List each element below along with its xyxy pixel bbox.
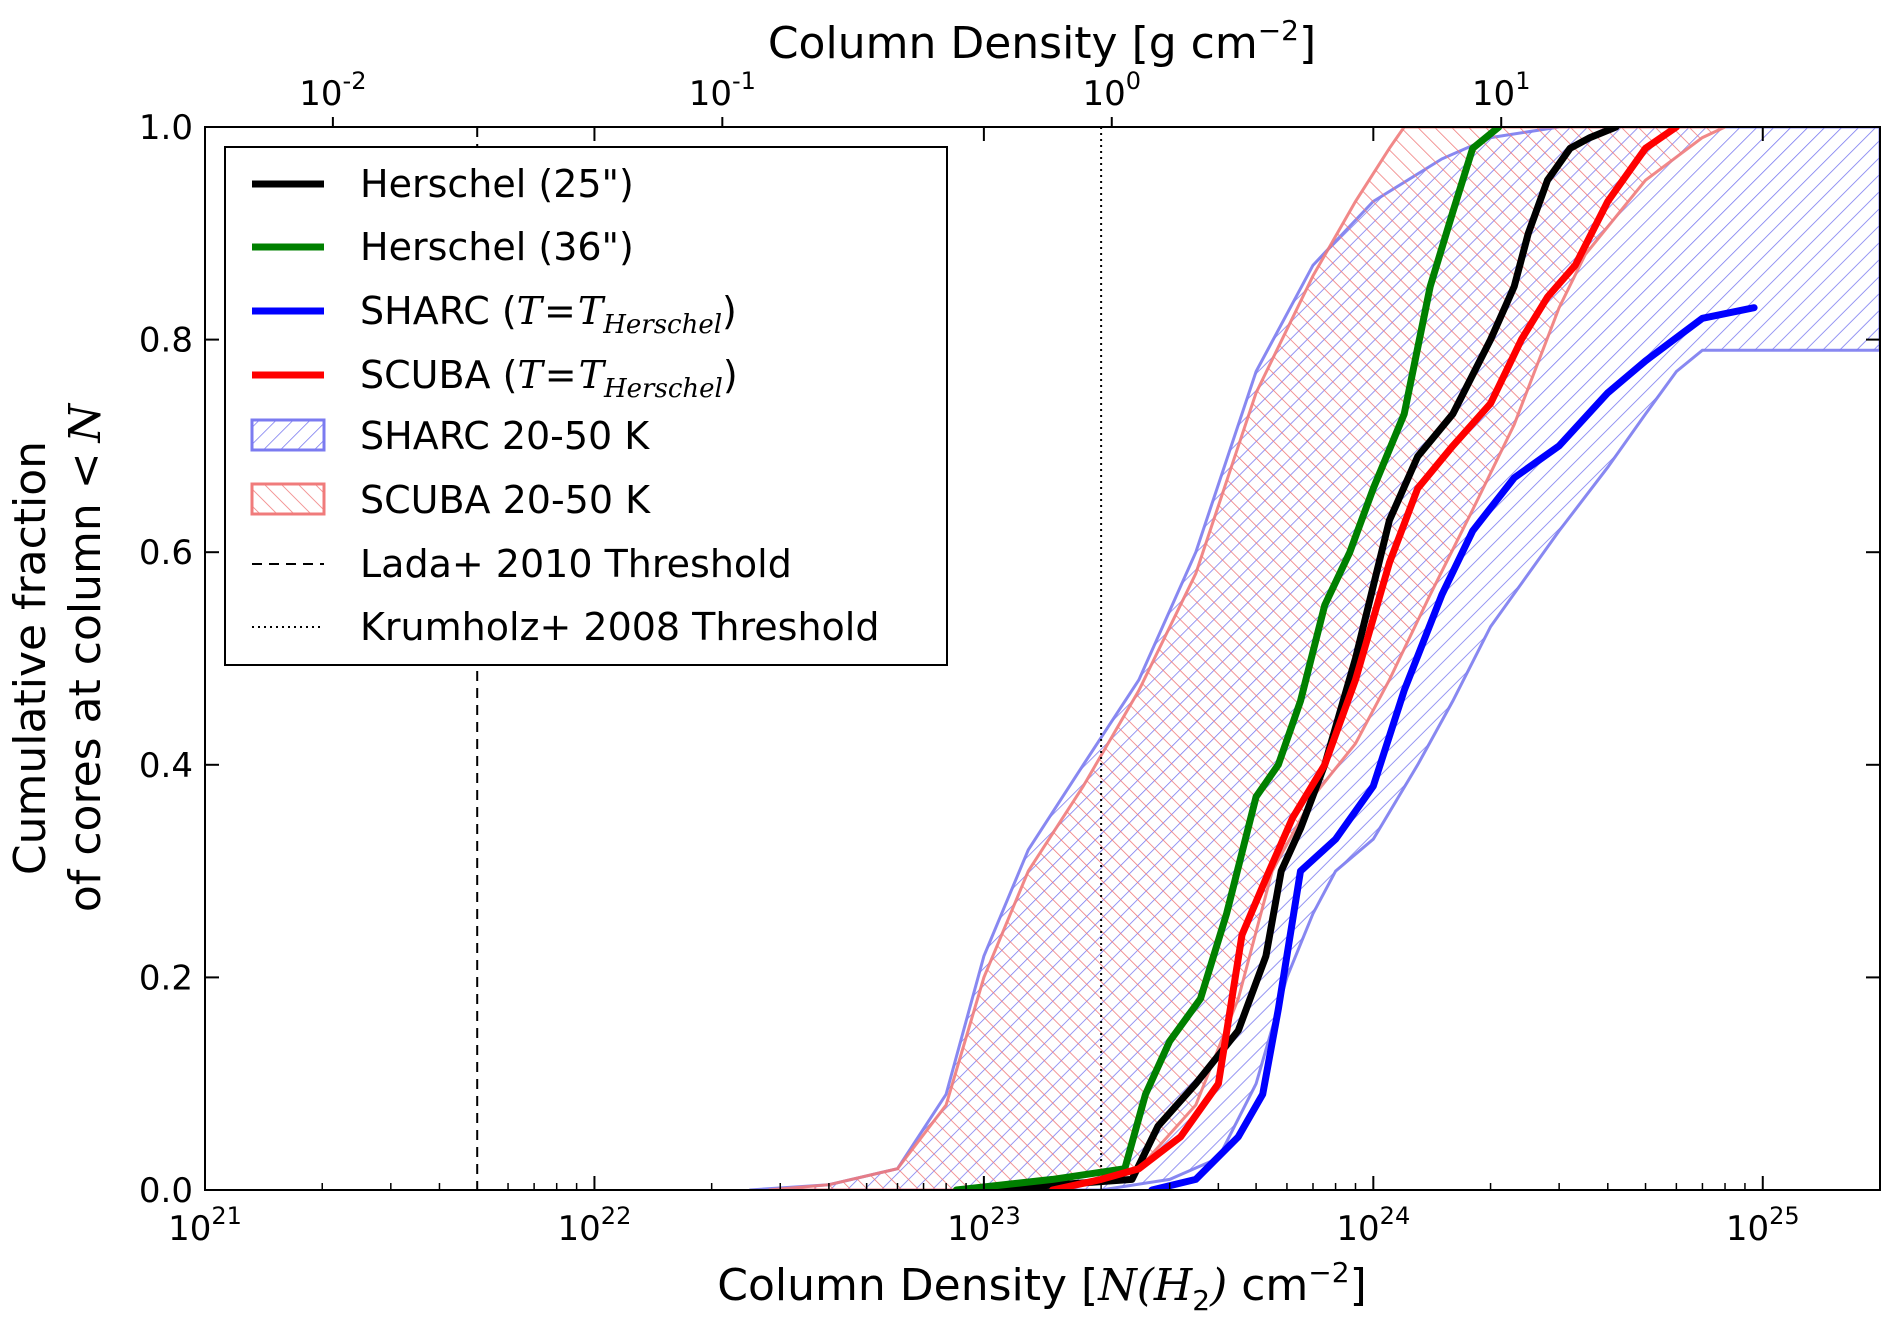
x-axis-title: Column Density [N(H2) cm−2] — [717, 1256, 1366, 1317]
y-axis-title-line1: Cumulative fraction — [5, 441, 56, 875]
top-x-axis-title: Column Density [g cm−2] — [768, 14, 1316, 69]
y-axis-title-line2: of cores at column <N — [60, 402, 111, 912]
legend-label-sharc: SHARC (T=THerschel) — [360, 289, 737, 340]
y-tick-label: 0.0 — [139, 1171, 193, 1211]
legend-label-scuba-band: SCUBA 20-50 K — [360, 478, 651, 522]
x-tick-label: 1023 — [947, 1202, 1021, 1249]
top-x-tick-label: 101 — [1472, 67, 1531, 114]
top-x-tick-label: 100 — [1082, 67, 1141, 114]
legend: Herschel (25") Herschel (36") SHARC (T=T… — [224, 146, 948, 666]
legend-swatch-scuba-band — [250, 482, 326, 516]
series-scuba-t-t-herschel — [1049, 127, 1680, 1190]
y-tick-label: 0.4 — [139, 746, 193, 786]
legend-swatch-sharc-band — [250, 418, 326, 452]
legend-frame — [224, 146, 948, 666]
x-tick-label: 1024 — [1336, 1202, 1410, 1249]
y-tick-label: 0.2 — [139, 958, 193, 998]
y-tick-label: 1.0 — [139, 108, 193, 148]
legend-label-scuba: SCUBA (T=THerschel) — [360, 353, 738, 404]
band-scuba-20-50-k — [768, 127, 1726, 1190]
series-herschel-25 — [980, 127, 1620, 1190]
legend-label-sharc-band: SHARC 20-50 K — [360, 414, 650, 458]
legend-label-herschel-25: Herschel (25") — [360, 162, 634, 206]
top-x-tick-label: 10-2 — [299, 67, 366, 114]
plot-frame — [204, 126, 1881, 1191]
y-tick-label: 0.8 — [139, 321, 193, 361]
x-tick-label: 1025 — [1726, 1202, 1800, 1249]
top-x-tick-label: 10-1 — [689, 67, 756, 114]
legend-label-krumholz: Krumholz+ 2008 Threshold — [360, 605, 879, 649]
legend-label-lada: Lada+ 2010 Threshold — [360, 542, 792, 586]
series-herschel-36 — [952, 127, 1503, 1190]
legend-label-herschel-36: Herschel (36") — [360, 225, 634, 269]
x-tick-label: 1021 — [168, 1202, 242, 1249]
y-tick-label: 0.6 — [139, 533, 193, 573]
x-tick-label: 1022 — [558, 1202, 632, 1249]
series-sharc-t-t-herschel — [1148, 304, 1758, 1190]
